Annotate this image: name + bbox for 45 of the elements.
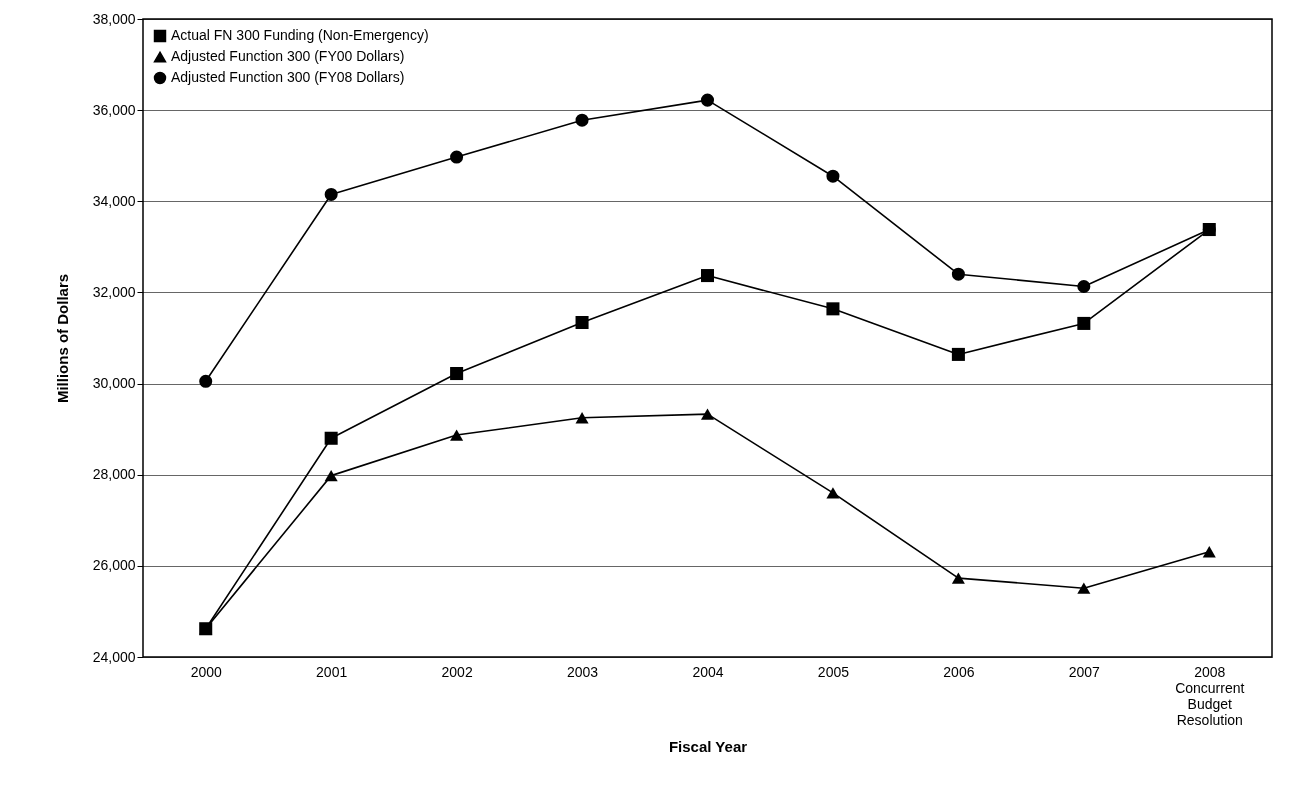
point — [951, 572, 965, 584]
point — [450, 150, 464, 164]
y-tick-label: 26,000 — [92, 557, 136, 574]
x-tick-label: 2006 — [943, 663, 975, 680]
point — [450, 429, 464, 441]
y-tick-label: 28,000 — [92, 466, 136, 483]
x-tick-label: 2003 — [566, 663, 599, 680]
point — [1077, 280, 1091, 294]
point — [324, 431, 338, 445]
point — [575, 113, 589, 127]
x-tick-label: 2005 — [817, 663, 850, 680]
point — [700, 408, 715, 420]
x-axis-title: Fiscal Year — [668, 737, 748, 755]
y-tick-label: 36,000 — [92, 101, 136, 118]
x-tick-label: 2001 — [316, 663, 348, 680]
point — [700, 93, 715, 107]
y-tick-label: 32,000 — [92, 283, 136, 300]
point — [951, 347, 965, 361]
point — [1077, 316, 1091, 330]
y-tick-label: 38,000 — [92, 10, 136, 27]
x-tick-label: 2002 — [441, 663, 473, 680]
x-tick-label: 2004 — [692, 663, 724, 680]
legend-label: Adjusted Function 300 (FY00 Dollars) — [171, 48, 405, 64]
x-tick-label: 2008 Concurrent Budget Resolution — [1175, 663, 1245, 728]
point — [575, 412, 589, 424]
y-axis-title: Millions of Dollars — [53, 273, 71, 404]
point — [575, 315, 589, 330]
point — [700, 269, 715, 283]
legend-label: Actual FN 300 Funding (Non-Emergency) — [171, 27, 429, 43]
point — [1202, 546, 1216, 558]
point — [324, 469, 338, 482]
x-tick-label: 2007 — [1068, 663, 1101, 680]
point — [324, 187, 338, 201]
point — [199, 374, 213, 388]
point — [1077, 582, 1091, 594]
y-tick-label: 34,000 — [92, 192, 136, 209]
legend-label: Adjusted Function 300 (FY08 Dollars) — [171, 69, 405, 85]
y-tick-label: 24,000 — [92, 648, 136, 665]
point — [450, 367, 464, 381]
x-tick-label: 2000 — [190, 663, 222, 680]
point — [826, 169, 840, 183]
point — [951, 267, 965, 281]
point — [826, 487, 840, 499]
point — [826, 302, 840, 316]
y-tick-label: 30,000 — [92, 375, 136, 392]
